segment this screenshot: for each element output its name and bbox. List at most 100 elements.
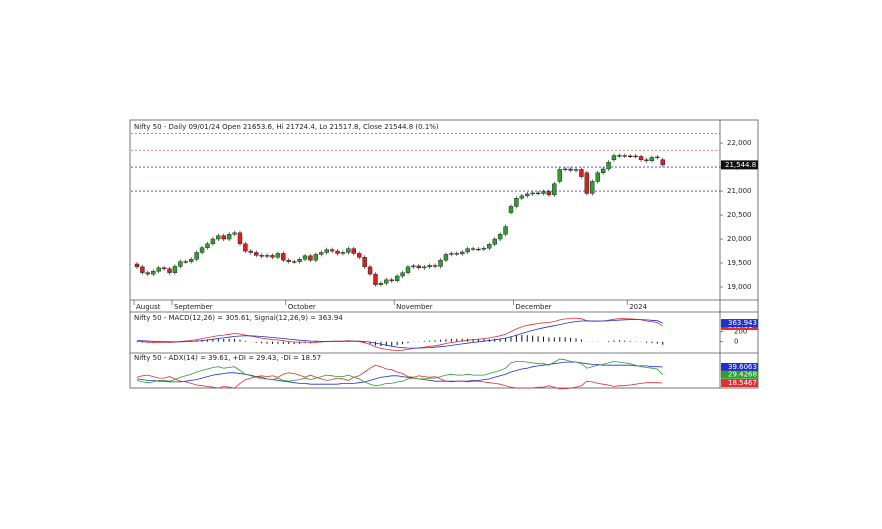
candle: [297, 259, 302, 262]
candle: [226, 234, 232, 240]
candle: [335, 250, 340, 254]
adx-title: Nifty 50 - ADX(14) = 39.61, +DI = 29.43,…: [134, 354, 321, 362]
candle: [389, 279, 394, 281]
candle: [595, 172, 600, 182]
histogram-bar: [477, 339, 479, 342]
candle: [525, 193, 530, 197]
candle: [384, 279, 389, 284]
candle: [628, 155, 633, 158]
candle: [405, 266, 411, 273]
candle: [367, 266, 373, 275]
histogram-bar: [564, 337, 566, 342]
histogram-bar: [407, 341, 409, 344]
histogram-bar: [304, 341, 306, 344]
candle: [411, 265, 416, 268]
histogram-bar: [228, 338, 230, 342]
candle: [394, 275, 400, 282]
candle: [324, 249, 329, 253]
candle: [655, 156, 660, 158]
candle: [562, 168, 568, 170]
histogram-bar: [505, 337, 507, 342]
histogram-bar: [396, 341, 398, 346]
y-tick-label: 19,000: [727, 283, 752, 291]
histogram-bar: [440, 339, 442, 342]
histogram-bar: [364, 341, 366, 344]
candle: [481, 247, 487, 250]
histogram-bar: [423, 340, 425, 342]
candle: [194, 252, 199, 260]
histogram-bar: [456, 338, 458, 342]
histogram-bar: [537, 336, 539, 342]
histogram-bar: [369, 341, 371, 345]
candle: [188, 259, 194, 262]
candle: [183, 261, 188, 263]
histogram-bar: [548, 337, 550, 342]
candle: [508, 206, 514, 213]
histogram-bar: [613, 340, 615, 342]
candle: [134, 263, 140, 268]
candle: [579, 169, 584, 177]
candle: [568, 168, 573, 171]
candle: [492, 238, 497, 245]
candle: [644, 159, 649, 161]
candle: [416, 265, 422, 269]
candle: [259, 255, 264, 257]
candle: [460, 251, 465, 255]
histogram-bar: [282, 341, 284, 344]
candle: [205, 243, 210, 248]
y-tick-label: 200: [734, 327, 747, 335]
price-title: Nifty 50 - Daily 09/01/24 Open 21653.6, …: [134, 123, 439, 131]
candle: [454, 253, 459, 255]
histogram-bar: [575, 338, 577, 342]
candle: [400, 272, 405, 277]
histogram-bar: [299, 341, 301, 344]
last-value-box: [721, 379, 758, 388]
last-value-label: 39.6063: [728, 363, 757, 371]
histogram-bar: [499, 338, 501, 342]
candle: [210, 238, 216, 245]
candle: [530, 192, 535, 195]
candle: [221, 235, 226, 240]
candle: [438, 259, 443, 267]
histogram-bar: [217, 338, 219, 342]
candle: [476, 248, 481, 251]
candle: [156, 267, 161, 272]
y-tick-label: 22,000: [727, 139, 752, 147]
candle: [270, 255, 275, 258]
histogram-bar: [206, 339, 208, 342]
last-value-label: 29.4268: [728, 371, 757, 379]
histogram-bar: [580, 339, 582, 342]
candle: [237, 232, 243, 245]
candle: [378, 283, 384, 285]
candle: [286, 259, 291, 262]
histogram-bar: [618, 340, 620, 342]
candle: [422, 266, 427, 269]
histogram-bar: [461, 338, 463, 342]
histogram-bar: [651, 341, 653, 344]
candle: [600, 168, 606, 174]
histogram-bar: [472, 338, 474, 342]
histogram-bar: [402, 341, 404, 345]
histogram-bar: [521, 335, 523, 342]
candle: [302, 255, 308, 260]
candle: [552, 183, 557, 196]
candle: [546, 191, 552, 196]
candle: [362, 257, 367, 268]
candle: [449, 253, 454, 255]
candle: [519, 195, 525, 199]
candle: [329, 249, 335, 252]
candle: [308, 255, 313, 261]
candle: [151, 271, 156, 275]
candle: [465, 248, 470, 253]
candle: [573, 169, 579, 171]
histogram-bar: [629, 341, 631, 342]
candle: [232, 232, 237, 235]
candle: [313, 254, 319, 261]
candle: [443, 254, 449, 261]
candle: [199, 247, 205, 253]
candle: [346, 248, 351, 253]
candle: [161, 267, 167, 269]
histogram-bar: [288, 341, 290, 345]
candle: [514, 198, 519, 207]
candle: [373, 273, 378, 285]
